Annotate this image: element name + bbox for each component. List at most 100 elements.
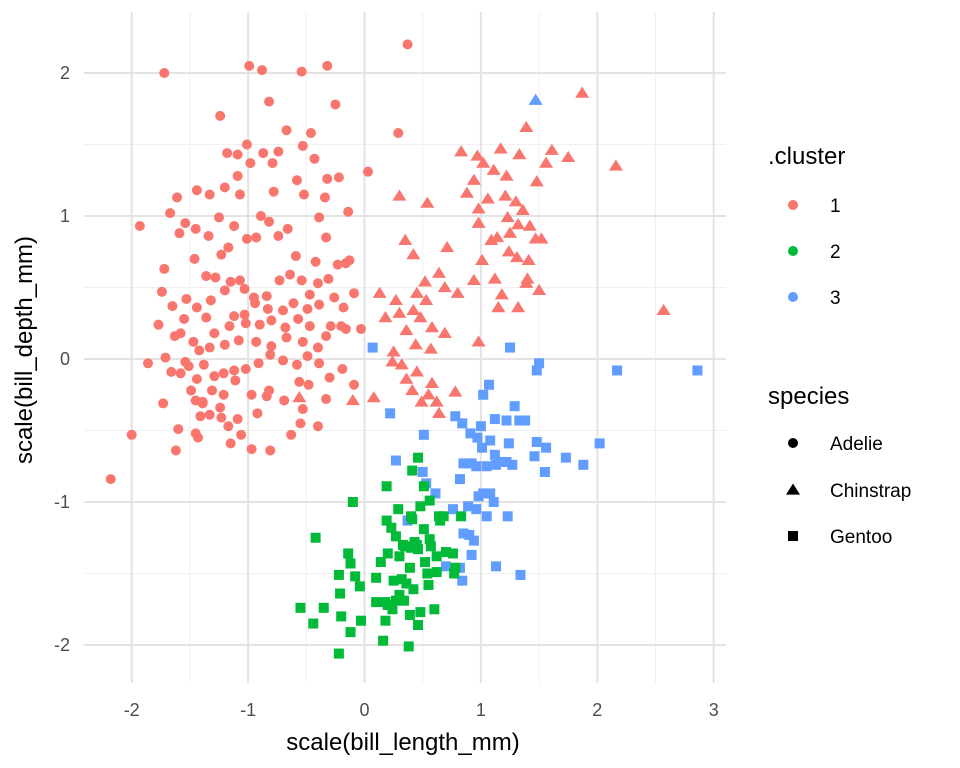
data-point <box>241 139 252 150</box>
data-point <box>409 286 424 298</box>
data-point <box>232 414 243 425</box>
data-point <box>126 429 137 440</box>
data-point <box>183 361 194 372</box>
data-point <box>191 374 202 385</box>
data-point <box>449 568 460 579</box>
data-point <box>430 488 441 499</box>
data-point <box>509 401 520 412</box>
legend-label: Adelie <box>830 434 883 455</box>
data-point <box>322 60 333 71</box>
data-point <box>333 569 344 580</box>
data-point <box>285 269 296 280</box>
data-point <box>450 562 461 573</box>
data-point <box>302 303 313 314</box>
data-point <box>515 569 526 580</box>
data-point <box>232 149 243 160</box>
x-axis-title: scale(bill_length_mm) <box>286 729 519 756</box>
data-point <box>475 253 490 266</box>
data-point <box>466 173 481 185</box>
y-tick-label: 1 <box>60 206 70 226</box>
data-point <box>214 212 224 223</box>
data-point <box>174 228 185 239</box>
data-point <box>528 93 543 105</box>
series-cluster-1-adelie <box>105 39 413 485</box>
x-tick-label: 3 <box>709 700 719 720</box>
data-point <box>407 465 418 476</box>
data-point <box>512 148 527 160</box>
data-point <box>291 359 302 370</box>
data-point <box>304 289 315 300</box>
x-tick-label: 0 <box>359 700 369 720</box>
data-point <box>205 295 216 306</box>
data-point <box>291 175 302 186</box>
data-point <box>332 259 343 270</box>
data-point <box>261 391 272 402</box>
data-point <box>380 615 391 626</box>
data-point <box>160 352 171 363</box>
data-point <box>290 251 301 262</box>
data-point <box>296 66 307 77</box>
data-point <box>210 272 221 283</box>
data-point <box>457 418 468 429</box>
series-cluster-3-chinstrap <box>528 93 543 105</box>
major-gridlines <box>84 12 726 683</box>
legend-title: .cluster <box>768 143 845 170</box>
data-point <box>421 388 436 400</box>
legend-title: species <box>768 383 849 410</box>
data-point <box>240 318 251 329</box>
data-point <box>273 231 284 242</box>
y-axis-title: scale(bill_depth_mm) <box>11 236 38 464</box>
data-point <box>388 293 403 306</box>
data-point <box>459 186 474 198</box>
legend-species: species Adelie Chinstrap Gentoo <box>768 383 911 548</box>
data-point <box>186 385 197 396</box>
data-point <box>429 395 444 407</box>
data-point <box>264 96 275 107</box>
data-point <box>105 474 116 485</box>
data-point <box>409 365 424 377</box>
data-point <box>413 452 424 463</box>
data-point <box>166 366 177 377</box>
data-point <box>424 376 440 388</box>
data-point <box>465 428 476 439</box>
data-point <box>531 436 542 447</box>
data-point <box>480 192 495 204</box>
data-point <box>505 342 515 353</box>
data-point <box>440 547 451 558</box>
data-point <box>392 189 407 201</box>
data-point <box>274 275 285 286</box>
data-point <box>413 544 424 555</box>
series-cluster-1-chinstrap <box>292 86 671 419</box>
data-point <box>386 522 397 533</box>
data-point <box>350 571 361 582</box>
data-point <box>318 602 329 613</box>
data-point <box>375 557 386 568</box>
data-point <box>310 256 321 267</box>
data-point <box>448 385 463 397</box>
data-point <box>156 286 167 297</box>
data-point <box>398 233 413 245</box>
data-point <box>470 149 485 161</box>
data-point <box>273 146 284 157</box>
data-point <box>500 210 515 223</box>
data-point <box>362 166 373 177</box>
data-point <box>321 232 332 243</box>
data-point <box>216 412 227 423</box>
data-point <box>366 391 381 403</box>
data-point <box>295 418 306 429</box>
data-point <box>265 445 276 456</box>
data-point <box>561 150 576 163</box>
data-point <box>458 528 469 539</box>
data-point <box>236 429 247 440</box>
data-point <box>165 208 176 219</box>
data-point <box>399 372 414 384</box>
data-point <box>515 203 530 215</box>
minor-gridlines <box>84 12 726 683</box>
data-point <box>347 497 358 507</box>
data-point <box>309 153 320 164</box>
data-point <box>419 293 434 306</box>
legend-key-circle <box>788 200 798 210</box>
data-point <box>519 120 534 133</box>
data-point <box>302 351 313 362</box>
data-point <box>173 424 184 435</box>
